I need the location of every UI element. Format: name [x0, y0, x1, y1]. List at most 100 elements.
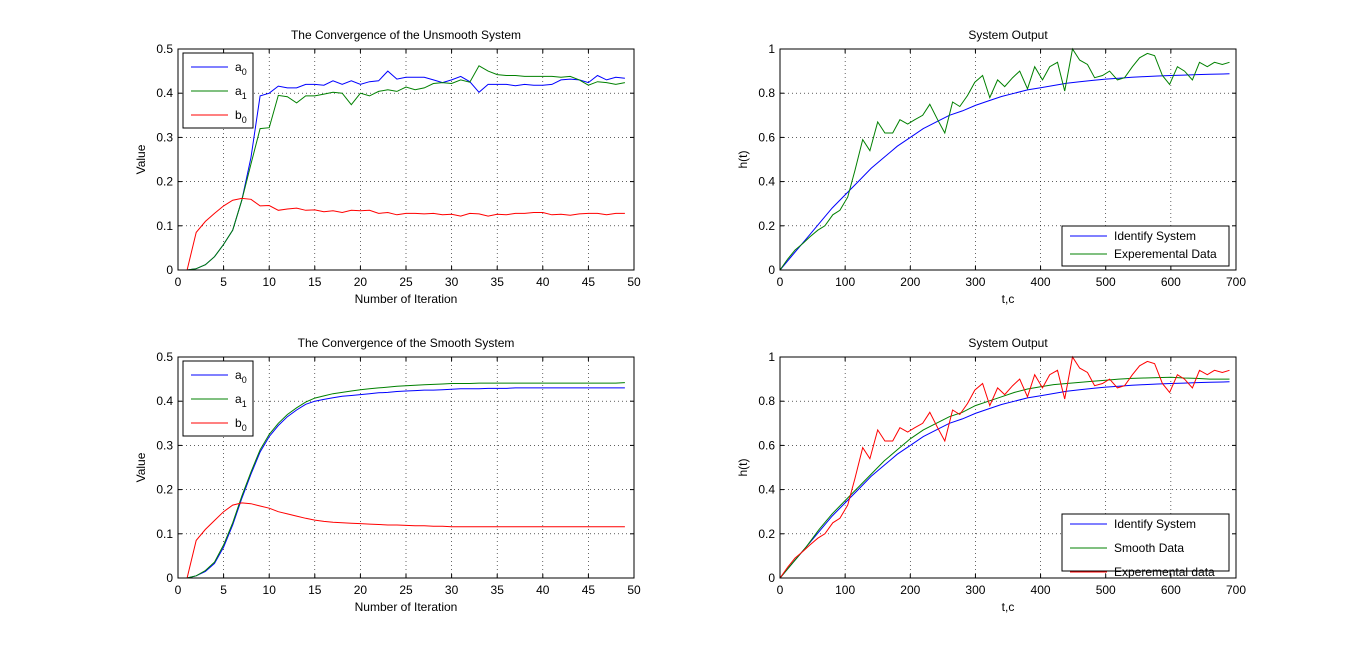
y-tick-label: 0.2 [758, 219, 775, 233]
x-tick-label: 5 [220, 275, 227, 289]
series-line-1 [186, 387, 625, 579]
x-tick-label: 20 [354, 275, 368, 289]
y-tick-label: 0.8 [758, 394, 775, 408]
x-tick-label: 100 [835, 275, 855, 289]
y-tick-label: 0.4 [758, 483, 775, 497]
y-axis-label: h(t) [736, 150, 750, 168]
legend-label: a0 [235, 60, 247, 77]
axes-box [779, 48, 1237, 271]
x-tick-label: 35 [491, 275, 505, 289]
y-tick-label: 0.2 [758, 527, 775, 541]
legend-label: Experemental data [1114, 565, 1215, 579]
y-tick-label: 0 [166, 263, 173, 277]
x-tick-label: 0 [175, 275, 182, 289]
chart-1: 0 5 10 15 20 25 30 35 40 45 50 0 0.1 0.2 0.3 0.4 0.5 The … [134, 28, 641, 306]
series-line-1 [779, 73, 1230, 271]
x-tick-label: 500 [1096, 583, 1116, 597]
series-line-3 [186, 197, 625, 271]
legend-label: a0 [235, 368, 247, 385]
x-axis-label: Number of Iteration [355, 600, 458, 614]
chart-title: System Output [968, 28, 1048, 42]
y-axis-label: Value [134, 452, 148, 482]
y-tick-label: 0.2 [156, 483, 173, 497]
x-tick-label: 10 [263, 275, 277, 289]
y-tick-label: 0.3 [156, 130, 173, 144]
y-tick-label: 1 [768, 350, 775, 364]
legend-label: b0 [235, 108, 247, 125]
series-line-3 [779, 355, 1230, 579]
y-tick-label: 0.4 [156, 86, 173, 100]
series-line-2 [187, 65, 625, 271]
y-tick-label: 0 [166, 571, 173, 585]
y-tick-label: 0.2 [156, 175, 173, 189]
legend-box [1061, 225, 1230, 267]
x-tick-label: 50 [627, 275, 641, 289]
x-tick-label: 600 [1161, 583, 1181, 597]
x-tick-label: 20 [354, 583, 368, 597]
chart-4: 0 100 200 300 400 500 600 700 0 0.2 0.4 0.6 0.8 1 Syst… [736, 336, 1246, 614]
y-tick-label: 0 [768, 571, 775, 585]
x-tick-label: 600 [1161, 275, 1181, 289]
y-tick-label: 0.4 [758, 175, 775, 189]
x-tick-label: 700 [1226, 275, 1246, 289]
x-tick-label: 40 [536, 275, 550, 289]
y-tick-label: 0.6 [758, 438, 775, 452]
chart-title: The Convergence of the Unsmooth System [291, 28, 521, 42]
y-axis-label: Value [134, 144, 148, 174]
series-line-1 [779, 381, 1230, 579]
y-tick-label: 0.6 [758, 130, 775, 144]
x-tick-label: 45 [582, 275, 596, 289]
legend-label: Identify System [1114, 229, 1196, 243]
x-tick-label: 400 [1031, 275, 1051, 289]
y-tick-label: 1 [768, 42, 775, 56]
y-tick-label: 0.4 [156, 394, 173, 408]
x-tick-label: 200 [900, 275, 920, 289]
x-tick-label: 15 [308, 275, 322, 289]
x-tick-label: 30 [445, 275, 459, 289]
series-line-2 [779, 47, 1230, 271]
x-axis-label: Number of Iteration [355, 292, 458, 306]
legend-label: a1 [235, 84, 247, 101]
chart-2: 0 100 200 300 400 500 600 700 0 0.2 0.4 0.6 0.8 1 Syst… [736, 28, 1246, 306]
x-tick-label: 300 [965, 583, 985, 597]
legend-label: Smooth Data [1114, 541, 1184, 555]
x-tick-label: 0 [175, 583, 182, 597]
legend-label: Identify System [1114, 517, 1196, 531]
x-tick-label: 40 [536, 583, 550, 597]
x-tick-label: 45 [582, 583, 596, 597]
x-tick-label: 300 [965, 275, 985, 289]
x-tick-label: 50 [627, 583, 641, 597]
series-line-1 [187, 70, 625, 271]
series-line-2 [186, 382, 625, 579]
x-tick-label: 10 [263, 583, 277, 597]
y-tick-label: 0 [768, 263, 775, 277]
x-tick-label: 30 [445, 583, 459, 597]
x-tick-label: 35 [491, 583, 505, 597]
series-line-3 [186, 502, 625, 579]
x-tick-label: 200 [900, 583, 920, 597]
legend-label: Experemental Data [1114, 247, 1217, 261]
chart-3: 0 5 10 15 20 25 30 35 40 45 50 0 0.1 0.2 0.3 0.4 0.5 The … [134, 336, 641, 614]
x-tick-label: 25 [399, 583, 413, 597]
y-tick-label: 0.3 [156, 438, 173, 452]
y-tick-label: 0.8 [758, 86, 775, 100]
y-tick-label: 0.1 [156, 219, 173, 233]
x-tick-label: 400 [1031, 583, 1051, 597]
x-axis-label: t,c [1002, 600, 1015, 614]
x-tick-label: 500 [1096, 275, 1116, 289]
legend-label: a1 [235, 392, 247, 409]
x-tick-label: 0 [777, 583, 784, 597]
chart-title: System Output [968, 336, 1048, 350]
x-tick-label: 5 [220, 583, 227, 597]
y-axis-label: h(t) [736, 458, 750, 476]
x-tick-label: 100 [835, 583, 855, 597]
y-tick-label: 0.5 [156, 350, 173, 364]
legend-label: b0 [235, 416, 247, 433]
x-tick-label: 700 [1226, 583, 1246, 597]
x-tick-label: 15 [308, 583, 322, 597]
x-tick-label: 0 [777, 275, 784, 289]
chart-title: The Convergence of the Smooth System [298, 336, 515, 350]
x-axis-label: t,c [1002, 292, 1015, 306]
